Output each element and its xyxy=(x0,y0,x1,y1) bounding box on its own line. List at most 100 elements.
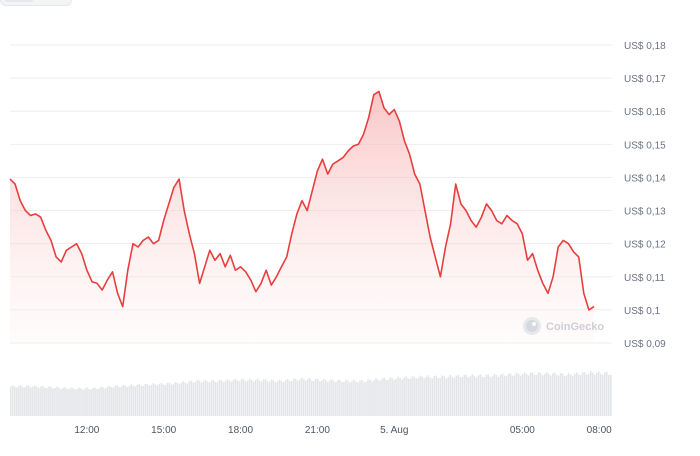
volume-bar xyxy=(499,374,502,416)
volume-bar xyxy=(457,374,460,416)
volume-bar xyxy=(22,387,24,416)
volume-bar xyxy=(329,380,331,416)
volume-bar xyxy=(313,380,315,416)
volume-bar xyxy=(216,382,219,416)
volume-bar xyxy=(114,385,116,416)
volume-bar xyxy=(220,380,223,416)
y-axis: US$ 0,18 US$ 0,17 US$ 0,16 US$ 0,15 US$ 0,14… xyxy=(624,41,666,350)
volume-bar xyxy=(120,386,122,416)
volume-bar xyxy=(469,376,472,416)
range-selector-active[interactable] xyxy=(4,0,34,2)
volume-bar xyxy=(463,374,466,416)
volume-bar xyxy=(351,381,353,416)
volume-bar xyxy=(573,373,576,416)
volume-bar xyxy=(479,374,482,416)
volume-bar xyxy=(501,373,504,416)
volume-bar xyxy=(539,372,542,416)
volume-bar xyxy=(567,373,570,416)
volume-bar xyxy=(284,379,287,416)
volume-bar xyxy=(339,380,341,416)
volume-bar xyxy=(581,372,584,416)
volume-bar xyxy=(459,377,462,416)
volume-bar xyxy=(116,385,118,416)
x-tick-label: 05:00 xyxy=(510,425,535,436)
volume-bar xyxy=(140,385,143,416)
volume-bar xyxy=(70,387,72,416)
volume-bar xyxy=(62,387,64,416)
volume-bar xyxy=(262,379,265,416)
volume-bar xyxy=(531,372,534,416)
volume-bar xyxy=(160,382,163,416)
volume-bar xyxy=(26,385,28,416)
volume-bar xyxy=(302,379,305,416)
volume-bar xyxy=(252,381,255,416)
volume-bar xyxy=(413,376,415,416)
volume-bar xyxy=(433,376,436,416)
volume-bar xyxy=(553,372,556,416)
volume-bar xyxy=(196,379,199,416)
volume-bar xyxy=(190,380,193,416)
volume-bar xyxy=(411,376,413,416)
volume-bar xyxy=(385,379,387,416)
volume-bar xyxy=(599,373,602,416)
volume-bar xyxy=(547,373,550,416)
volume-bar xyxy=(126,386,128,416)
volume-bar xyxy=(473,375,476,416)
volume-bar xyxy=(359,380,361,416)
volume-bar xyxy=(230,381,233,416)
x-tick-label: 12:00 xyxy=(74,425,99,436)
volume-bar xyxy=(48,386,50,416)
volume-bar xyxy=(10,386,12,416)
volume-bar xyxy=(591,372,594,416)
volume-bar xyxy=(184,382,187,416)
volume-bar xyxy=(246,380,249,416)
volume-bar xyxy=(601,374,604,416)
volume-bar xyxy=(431,378,434,416)
y-tick-label: US$ 0,16 xyxy=(624,107,666,118)
volume-bar xyxy=(509,373,512,416)
volume-bar xyxy=(467,377,470,416)
y-tick-label: US$ 0,12 xyxy=(624,240,666,251)
volume-bar xyxy=(130,384,133,416)
volume-bar xyxy=(493,373,496,416)
volume-bar xyxy=(188,381,191,416)
volume-bar xyxy=(208,382,211,416)
volume-bar xyxy=(435,375,438,416)
volume-bar xyxy=(503,375,506,416)
volume-bar xyxy=(104,388,106,416)
volume-bar xyxy=(449,375,452,416)
volume-bar xyxy=(228,380,231,416)
volume-bar xyxy=(238,381,241,416)
volume-bar xyxy=(333,381,335,416)
volume-bar xyxy=(397,376,399,416)
volume-bar xyxy=(212,379,215,416)
volume-bar xyxy=(609,374,612,416)
volume-bar xyxy=(108,385,110,416)
volume-bar xyxy=(236,380,239,416)
volume-bar xyxy=(74,389,76,416)
volume-bar xyxy=(42,385,44,416)
volume-bar xyxy=(146,383,149,416)
volume-bar xyxy=(248,378,251,416)
volume-bar xyxy=(421,376,423,416)
volume-bar xyxy=(112,387,114,416)
volume-bar xyxy=(607,374,610,416)
volume-bar xyxy=(178,384,181,416)
volume-bar xyxy=(64,387,66,416)
volume-bar xyxy=(471,374,474,416)
volume-bar xyxy=(46,388,48,416)
volume-bar xyxy=(90,389,92,416)
volume-bar xyxy=(110,386,112,416)
volume-bar xyxy=(407,378,409,416)
volume-bar xyxy=(38,387,40,416)
coingecko-watermark: CoinGecko xyxy=(523,317,604,335)
volume-bar xyxy=(315,378,317,416)
volume-bar xyxy=(453,378,456,416)
x-tick-label: 21:00 xyxy=(305,425,330,436)
volume-bar xyxy=(583,372,586,416)
volume-bar xyxy=(409,379,411,416)
volume-bar xyxy=(12,385,14,416)
volume-bar xyxy=(393,379,395,416)
volume-bar xyxy=(150,385,153,416)
volume-bar xyxy=(585,374,588,416)
